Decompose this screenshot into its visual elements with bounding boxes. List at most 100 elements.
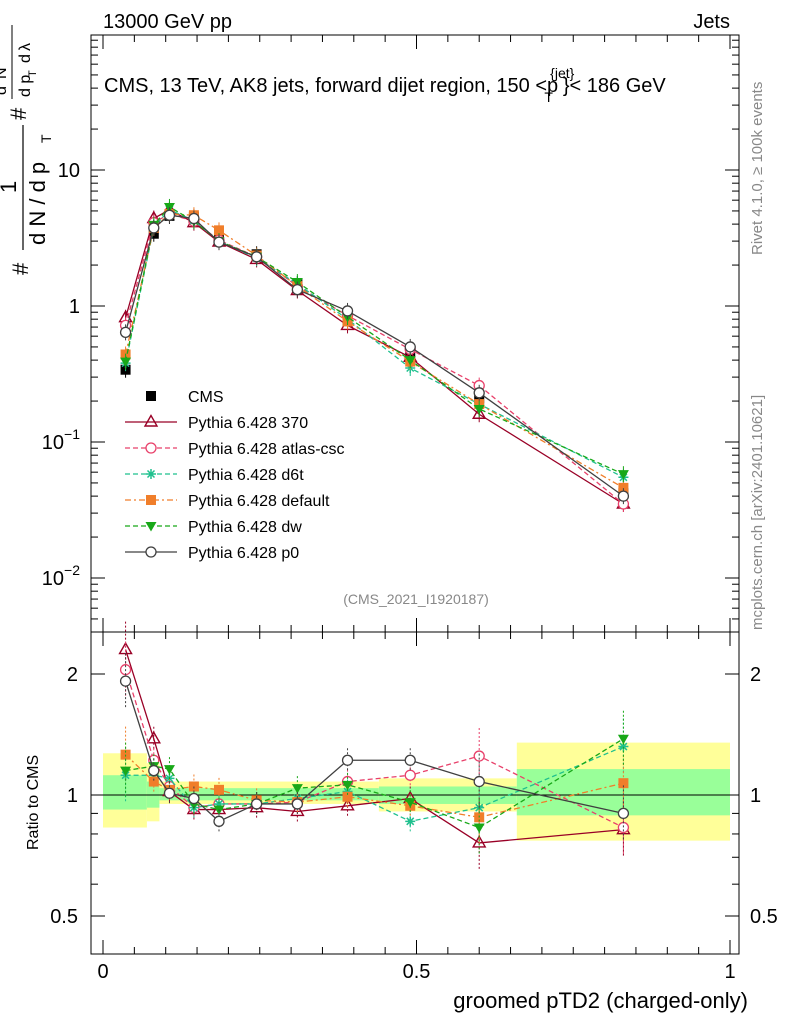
legend-entry: Pythia 6.428 p0 xyxy=(125,545,299,562)
data-point xyxy=(213,225,224,236)
ylabel-N: N xyxy=(0,67,10,79)
x-tick-label: 1 xyxy=(724,961,735,983)
legend-marker xyxy=(146,391,156,401)
ylabel-d2: d xyxy=(17,54,34,63)
main-panel: 10−2 10−1 1 10 CMS, 13 TeV, AK8 jets, forwa… xyxy=(0,25,740,633)
energy-label: 13000 GeV pp xyxy=(103,11,232,33)
ylabel-lambda: λ xyxy=(17,43,34,51)
ratio-point xyxy=(213,784,224,795)
ylabel-one: 1 xyxy=(0,181,21,193)
main-ytick-label: 10−2 xyxy=(42,562,80,590)
legend-entry: Pythia 6.428 370 xyxy=(125,414,308,432)
ylabel-dpT: d p xyxy=(17,75,34,97)
legend-label: Pythia 6.428 dw xyxy=(188,519,302,536)
data-point xyxy=(148,222,160,234)
ylabel-dN-sub: T xyxy=(38,134,54,143)
ratio-point xyxy=(342,791,353,802)
ratio-ytick-label-left: 1 xyxy=(67,785,78,807)
ratio-point xyxy=(213,815,225,827)
data-point xyxy=(213,236,225,248)
data-point xyxy=(404,341,416,353)
ratio-point xyxy=(250,798,263,810)
data-point xyxy=(120,357,132,368)
ratio-ytick-label-right: 2 xyxy=(750,664,761,686)
ratio-series-pythia-6-428-p0 xyxy=(119,653,630,842)
data-point xyxy=(473,387,485,399)
ratio-point xyxy=(342,780,354,791)
x-axis-label: groomed pTD2 (charged-only) xyxy=(453,988,748,1013)
legend-label: Pythia 6.428 p0 xyxy=(188,545,299,562)
ratio-point xyxy=(473,750,485,762)
ratio-point xyxy=(148,764,160,777)
series-line xyxy=(124,206,624,475)
ratio-ytick-label-left: 0.5 xyxy=(50,906,78,928)
ylabel-hash: # xyxy=(8,262,33,275)
legend-label: CMS xyxy=(188,389,224,406)
ratio-point xyxy=(148,776,159,787)
series-line xyxy=(124,208,624,478)
ratio-y-label: Ratio to CMS xyxy=(25,755,42,850)
main-frame xyxy=(90,34,740,633)
main-ytick-label: 1 xyxy=(69,296,80,318)
ratio-point xyxy=(404,754,416,766)
legend-entry: Pythia 6.428 atlas-csc xyxy=(125,441,345,458)
data-point xyxy=(188,212,200,225)
ratio-ytick-label-right: 0.5 xyxy=(750,906,778,928)
ratio-ytick-label-right: 1 xyxy=(750,785,761,807)
ratio-point xyxy=(163,765,175,775)
main-ytick-label: 10 xyxy=(58,160,80,182)
ylabel-sup2: 2 xyxy=(0,79,1,85)
ratio-point xyxy=(118,641,133,655)
data-point xyxy=(617,470,629,480)
ratio-point xyxy=(404,798,416,808)
ratio-point xyxy=(340,797,355,811)
ratio-point xyxy=(618,741,629,752)
ratio-point xyxy=(146,730,161,744)
data-point xyxy=(119,326,132,339)
legend-entry: CMS xyxy=(146,389,224,406)
ylabel-dN: d N / d p xyxy=(25,162,50,245)
ratio-series-group xyxy=(118,621,631,871)
ratio-frame xyxy=(90,631,740,955)
category-label: Jets xyxy=(693,11,730,33)
data-point xyxy=(163,209,176,221)
ratio-point xyxy=(163,787,176,799)
series-line xyxy=(124,209,624,505)
legend-marker xyxy=(143,414,159,427)
ratio-point xyxy=(291,784,303,794)
series-line xyxy=(124,213,624,489)
data-point xyxy=(291,283,304,296)
legend-marker xyxy=(146,495,156,505)
data-point xyxy=(341,305,354,317)
ylabel-d: d xyxy=(0,86,10,95)
series-pythia-6-428-dw xyxy=(120,198,629,483)
main-series-group xyxy=(118,198,631,513)
legend-label: Pythia 6.428 d6t xyxy=(188,467,304,484)
ratio-point xyxy=(617,734,629,745)
ratio-point xyxy=(291,798,304,810)
rivet-label: Rivet 4.1.0, ≥ 100k events xyxy=(749,82,766,255)
data-point xyxy=(404,356,416,366)
x-tick-label: 0.5 xyxy=(403,961,431,983)
ratio-point xyxy=(213,798,224,809)
mcplots-label: mcplots.cern.ch [arXiv:2401.10621] xyxy=(749,395,766,630)
ratio-point xyxy=(341,754,354,766)
ratio-panel: 0 0.5 1 0.5 0.5 1 1 2 2 Ratio to CMS groomed pTD… xyxy=(25,621,778,1013)
ratio-point xyxy=(188,781,199,792)
data-point xyxy=(471,406,487,419)
x-tick-label: 0 xyxy=(97,961,108,983)
legend: CMS Pythia 6.428 370 Pythia 6.428 atlas-cs… xyxy=(125,389,345,562)
legend-entry: Pythia 6.428 dw xyxy=(125,519,302,536)
series-pythia-6-428-370 xyxy=(118,201,631,513)
ratio-point xyxy=(617,807,630,820)
ratio-point xyxy=(405,816,416,827)
legend-marker xyxy=(145,442,157,454)
series-line xyxy=(124,213,624,505)
data-point xyxy=(618,482,629,493)
legend-entry: Pythia 6.428 d6t xyxy=(125,467,304,484)
main-ytick-label: 10−1 xyxy=(42,426,80,454)
ylabel-hash2: # xyxy=(6,107,31,120)
legend-label: Pythia 6.428 atlas-csc xyxy=(188,441,345,458)
analysis-id: (CMS_2021_I1920187) xyxy=(343,591,489,607)
